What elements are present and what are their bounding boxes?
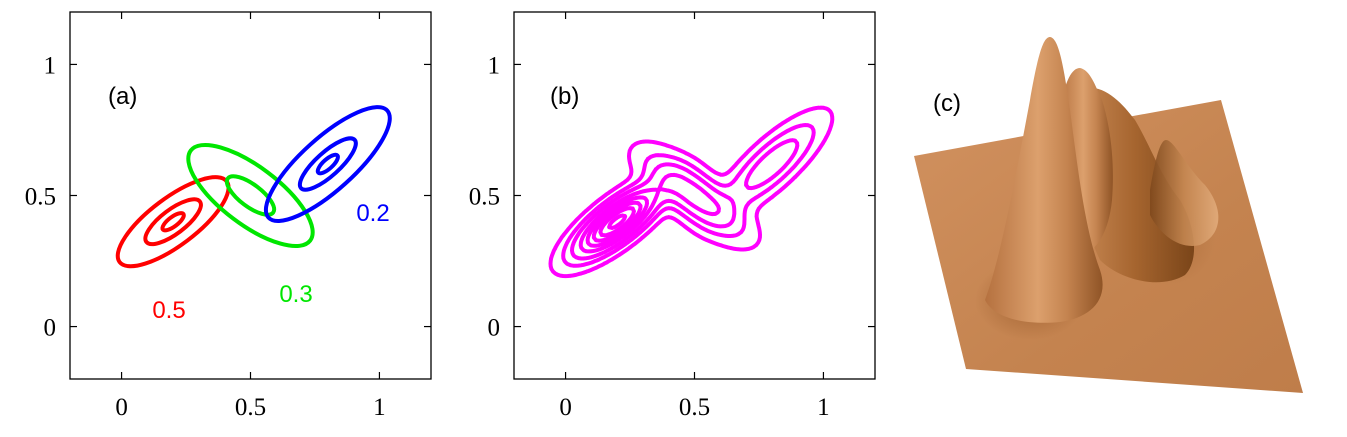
density-contour-line xyxy=(598,206,636,238)
density-contour-line xyxy=(561,123,816,268)
plot-frame-a xyxy=(69,11,432,380)
contour-ellipse-0.3 xyxy=(224,174,277,217)
chart-a-plot: 0 0.5 1 0 0.5 1 0.5 0.3 0.2 (a) xyxy=(25,11,432,421)
y-tick-label: 0 xyxy=(488,315,501,342)
x-tick-label: 1 xyxy=(373,394,386,421)
contour-ellipse-0.2 xyxy=(315,152,340,176)
surface-peak-main xyxy=(985,37,1103,323)
x-tick-label: 1 xyxy=(817,394,830,421)
y-tick-label: 0 xyxy=(44,315,57,342)
density-contour-line xyxy=(548,105,835,279)
surface-peak-middle xyxy=(1058,68,1113,256)
mixture-weight-label: 0.5 xyxy=(152,297,185,324)
surface-shadow-right xyxy=(1125,195,1215,285)
x-tick-label: 0.5 xyxy=(235,394,266,421)
panel-label-c: (c) xyxy=(933,90,961,117)
panel-label-b: (b) xyxy=(550,83,579,110)
y-tick-label: 1 xyxy=(44,52,57,79)
surface-base-plane xyxy=(914,100,1303,393)
surface-peak-right xyxy=(1150,140,1219,246)
contour-ellipse-0.5 xyxy=(115,175,231,269)
surface-ridge xyxy=(1075,87,1195,283)
density-contour-line xyxy=(585,195,649,248)
mixture-weight-label: 0.2 xyxy=(356,200,389,227)
contour-ellipse-0.5 xyxy=(143,197,203,247)
contour-ellipse-0.5 xyxy=(160,211,186,233)
density-contour-line xyxy=(607,213,628,230)
density-contour-line xyxy=(570,138,800,261)
y-tick-label: 0.5 xyxy=(469,184,500,211)
contour-ellipse-0.2 xyxy=(263,105,392,223)
surface-shadow xyxy=(975,260,1085,340)
x-tick-label: 0 xyxy=(115,394,128,421)
mixture-weight-label: 0.3 xyxy=(279,281,312,308)
x-tick-label: 0.5 xyxy=(679,394,710,421)
panel-label-a: (a) xyxy=(108,83,137,110)
y-tick-label: 0.5 xyxy=(25,184,56,211)
density-contour-line xyxy=(578,172,721,254)
chart-b-plot: 0 0.5 1 0 0.5 1 (b) xyxy=(469,11,876,421)
contour-ellipse-0.2 xyxy=(297,136,358,192)
contour-ellipse-0.3 xyxy=(186,142,315,249)
x-tick-label: 0 xyxy=(559,394,572,421)
density-contour-line xyxy=(591,200,643,243)
plot-frame-b xyxy=(513,11,876,380)
y-tick-label: 1 xyxy=(488,52,501,79)
